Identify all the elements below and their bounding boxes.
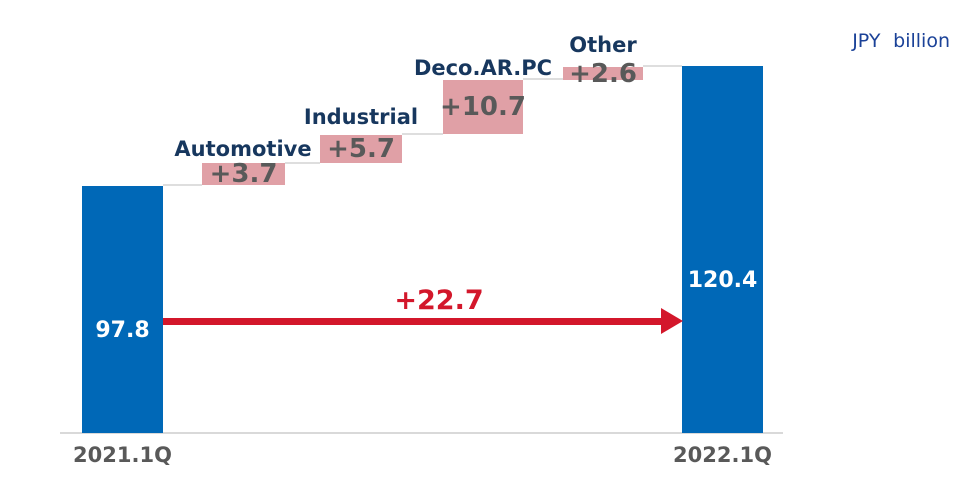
growth-arrow-line — [163, 318, 663, 325]
bar-2021-value: 97.8 — [95, 318, 150, 343]
increment-box-other: +2.6 — [563, 61, 643, 87]
growth-arrow-head-icon — [661, 308, 683, 334]
total-change-value: +22.7 — [394, 285, 484, 316]
category-label-automotive: Automotive — [174, 137, 312, 161]
connector-line — [402, 133, 443, 135]
bar-2021-1q — [82, 186, 163, 433]
bar-2022-value: 120.4 — [687, 268, 758, 293]
category-label-other: Other — [569, 33, 637, 57]
increment-box-industrial: +5.7 — [320, 135, 402, 163]
increment-box-deco-ar-pc: +10.7 — [440, 80, 526, 134]
category-label-deco-ar-pc: Deco.AR.PC — [413, 56, 553, 80]
connector-line — [523, 78, 563, 80]
x-axis-baseline — [60, 432, 783, 434]
increment-box-automotive: +3.7 — [202, 161, 285, 187]
connector-line — [643, 65, 682, 67]
connector-line — [285, 162, 320, 164]
category-label-industrial: Industrial — [303, 105, 419, 129]
x-axis-label-2021-1q: 2021.1Q — [73, 443, 172, 467]
bar-2022-1q — [682, 66, 763, 433]
x-axis-label-2022-1q: 2022.1Q — [673, 443, 772, 467]
connector-line — [163, 184, 202, 186]
unit-label: JPY billion — [852, 30, 950, 52]
